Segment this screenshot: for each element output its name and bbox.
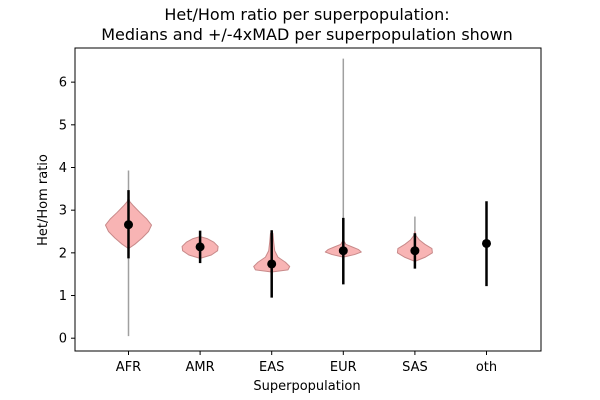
violin-group-sas xyxy=(396,216,433,269)
y-tick-label: 0 xyxy=(59,332,67,347)
plot-frame xyxy=(74,47,542,352)
median-point xyxy=(338,246,348,256)
violin-group-eur xyxy=(324,58,362,285)
x-tick-label-amr: AMR xyxy=(186,360,215,375)
chart-title: Het/Hom ratio per superpopulation: xyxy=(164,5,449,24)
x-tick-label-eur: EUR xyxy=(330,360,357,375)
y-tick-label: 1 xyxy=(59,289,67,304)
x-axis: AFR AMR EAS EUR SAS oth xyxy=(116,351,497,375)
median-point xyxy=(195,242,205,252)
median-point xyxy=(410,246,420,256)
x-tick-label-sas: SAS xyxy=(402,360,428,375)
y-tick-label: 2 xyxy=(59,246,67,261)
chart-subtitle: Medians and +/-4xMAD per superpopulation… xyxy=(101,25,513,44)
violin-group-eas xyxy=(253,230,291,298)
y-axis-label: Het/Hom ratio xyxy=(36,154,51,246)
x-tick-label-eas: EAS xyxy=(259,360,284,375)
median-point xyxy=(482,238,491,248)
violin-group-amr xyxy=(181,230,219,264)
x-axis-label: Superpopulation xyxy=(253,379,360,394)
x-tick-label-afr: AFR xyxy=(116,360,141,375)
y-axis: 0 1 2 3 4 5 6 xyxy=(59,76,75,347)
y-tick-label: 5 xyxy=(59,118,67,133)
plot-area xyxy=(105,58,491,337)
median-point xyxy=(267,259,277,269)
violin-group-afr xyxy=(105,170,152,337)
median-point xyxy=(124,220,133,230)
y-tick-label: 3 xyxy=(59,204,67,219)
y-tick-label: 4 xyxy=(59,161,67,176)
violin-group-oth xyxy=(482,201,491,287)
y-tick-label: 6 xyxy=(59,76,67,91)
x-tick-label-oth: oth xyxy=(476,360,497,375)
